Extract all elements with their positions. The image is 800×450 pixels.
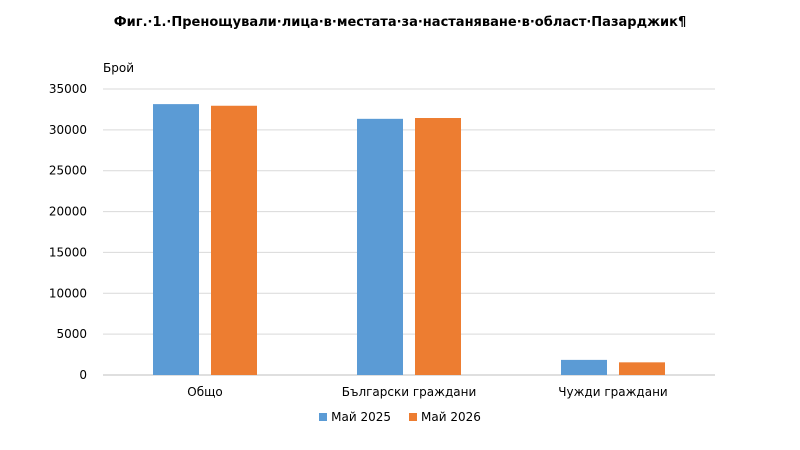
x-tick-label: Чужди граждани xyxy=(558,385,667,399)
y-tick-label: 20000 xyxy=(49,205,87,219)
legend-item-series-1: Май 2025 xyxy=(319,410,391,424)
legend: Май 2025 Май 2026 xyxy=(0,410,800,424)
y-tick-label: 15000 xyxy=(49,245,87,259)
x-tick-labels: Общо Български граждани Чужди граждани xyxy=(187,385,667,399)
y-tick-label: 30000 xyxy=(49,123,87,137)
bar-2-1 xyxy=(211,105,257,375)
bar-1-3 xyxy=(561,359,607,375)
bar-1-1 xyxy=(153,104,199,376)
y-tick-labels: 0 5000 10000 15000 20000 25000 30000 35000 xyxy=(49,82,87,382)
y-tick-label: 10000 xyxy=(49,286,87,300)
legend-swatch xyxy=(409,413,417,421)
legend-label: Май 2026 xyxy=(421,410,481,424)
grid-lines xyxy=(103,88,715,376)
bar-2-3 xyxy=(619,362,665,375)
x-tick-label: Общо xyxy=(187,385,223,399)
bars xyxy=(153,104,665,376)
bar-2-2 xyxy=(415,118,461,375)
chart-title: Фиг.·1.·Пренощували·лица·в·местата·за·на… xyxy=(113,15,687,30)
legend-item-series-2: Май 2026 xyxy=(409,410,481,424)
bar-1-2 xyxy=(357,118,403,375)
y-tick-label: 25000 xyxy=(49,164,87,178)
y-tick-label: 0 xyxy=(79,368,87,382)
y-tick-label: 35000 xyxy=(49,82,87,96)
legend-swatch xyxy=(319,413,328,421)
y-axis-label: Брой xyxy=(103,61,134,75)
y-tick-label: 5000 xyxy=(56,327,87,341)
x-tick-label: Български граждани xyxy=(342,385,477,399)
legend-label: Май 2025 xyxy=(331,410,391,424)
